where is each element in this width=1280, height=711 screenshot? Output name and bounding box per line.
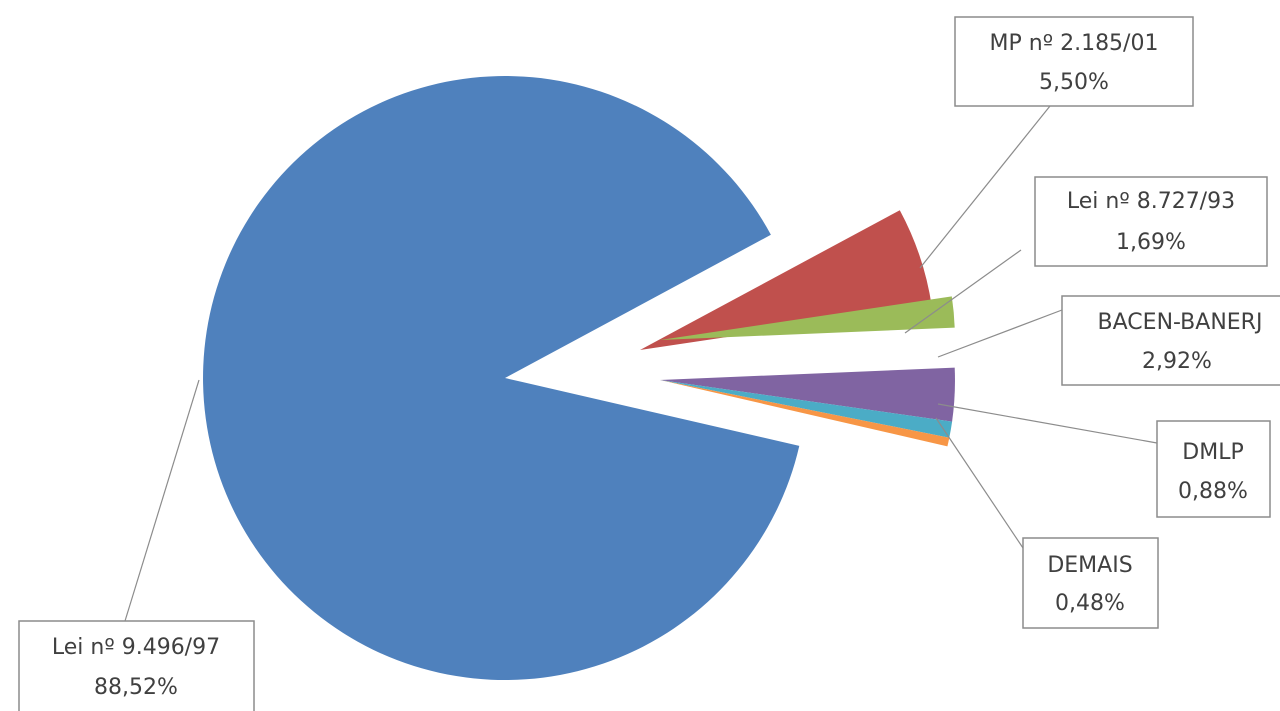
- label-dmlp-value: 0,88%: [1178, 479, 1248, 504]
- label-dmlp-name: DMLP: [1182, 440, 1243, 465]
- leader-lines: [124, 105, 1158, 622]
- label-demais: DEMAIS 0,48%: [1022, 537, 1159, 629]
- pie-slices: [203, 76, 955, 681]
- label-demais-name: DEMAIS: [1047, 553, 1132, 578]
- leader-mp-2185: [919, 105, 1051, 269]
- slice-demais: [660, 380, 950, 447]
- label-demais-value: 0,48%: [1055, 591, 1125, 616]
- label-lei-8727-name: Lei nº 8.727/93: [1067, 189, 1235, 214]
- label-bacen-banerj-value: 2,92%: [1142, 349, 1212, 374]
- label-bacen-banerj: BACEN-BANERJ 2,92%: [1061, 295, 1280, 386]
- leader-lei-9496: [124, 379, 200, 622]
- label-lei-8727: Lei nº 8.727/93 1,69%: [1034, 176, 1268, 267]
- leader-demais: [935, 417, 1024, 549]
- label-lei-8727-value: 1,69%: [1116, 230, 1186, 255]
- slice-bacen-banerj: [660, 367, 955, 422]
- slice-dmlp: [660, 380, 953, 438]
- label-lei-9496-value: 88,52%: [94, 675, 178, 700]
- leader-dmlp: [937, 403, 1158, 444]
- label-lei-9496-name: Lei nº 9.496/97: [52, 635, 220, 660]
- label-mp-2185-value: 5,50%: [1039, 70, 1109, 95]
- label-bacen-banerj-name: BACEN-BANERJ: [1098, 310, 1263, 335]
- leader-bacen-banerj: [937, 309, 1063, 358]
- slice-lei-8727: [660, 296, 955, 340]
- label-mp-2185: MP nº 2.185/01 5,50%: [954, 16, 1194, 107]
- leader-lei-8727: [904, 249, 1022, 334]
- label-dmlp: DMLP 0,88%: [1156, 420, 1271, 518]
- label-lei-9496: Lei nº 9.496/97 88,52%: [18, 620, 255, 711]
- label-mp-2185-name: MP nº 2.185/01: [990, 31, 1159, 56]
- slice-lei-9496: [203, 76, 800, 681]
